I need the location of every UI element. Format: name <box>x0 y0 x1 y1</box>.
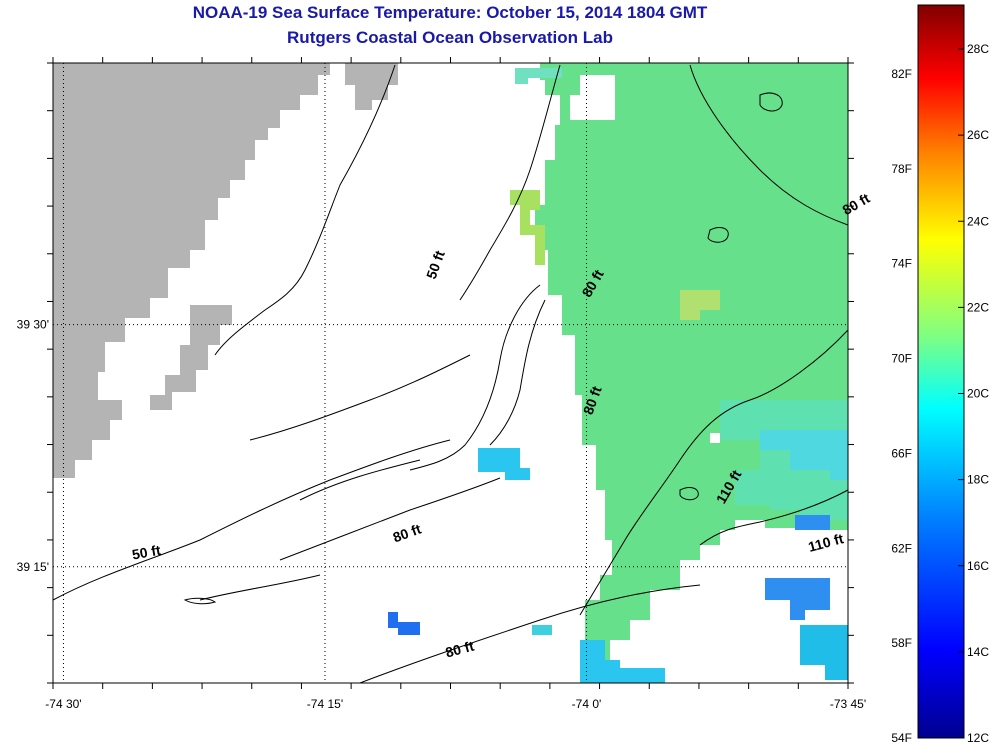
depth-contour-label: 80 ft <box>444 638 476 661</box>
contour-80ft-west <box>459 64 561 301</box>
colorbar-labels: 82F 78F 74F 70F 66F 62F 58F 54F 28C 26C 24C 22C 20C 1… <box>891 42 989 745</box>
contour-80ft-ridge-b <box>489 299 546 446</box>
colorbar-c-label: 24C <box>967 214 989 228</box>
colorbar-c-label: 12C <box>967 731 989 745</box>
land-cape <box>150 305 232 410</box>
contour-80ft-east <box>689 64 848 226</box>
sst-blue-patch-se2 <box>800 625 848 680</box>
contour-isobath-a <box>249 354 471 441</box>
plot-area <box>53 63 848 683</box>
colorbar-c-label: 18C <box>967 473 989 487</box>
sst-cyan-small <box>532 625 552 635</box>
colorbar-f-label: 62F <box>891 541 912 555</box>
sst-blue-patch-se <box>765 578 830 620</box>
lat-tick-label: 39 30' <box>17 318 49 332</box>
contour-ring-2 <box>679 487 699 501</box>
lon-tick-label: -74 30' <box>45 697 81 711</box>
sst-cyan-top <box>515 68 562 84</box>
contour-ring-1 <box>707 227 729 243</box>
bathymetry-contours <box>53 64 848 683</box>
colorbar-f-label: 78F <box>891 162 912 176</box>
colorbar-f-label: 58F <box>891 636 912 650</box>
contour-ring-4 <box>183 597 217 605</box>
depth-contour-label: 50 ft <box>131 542 162 563</box>
contour-ring-3 <box>759 92 783 112</box>
colorbar: 82F 78F 74F 70F 66F 62F 58F 54F 28C 26C 24C 22C 20C 1… <box>891 4 989 745</box>
sst-cloud-gap-se <box>720 530 848 578</box>
colorbar-c-label: 26C <box>967 128 989 142</box>
sst-cyan-patch-center <box>478 448 530 480</box>
tick-marks <box>47 57 854 689</box>
lat-tick-label: 39 15' <box>17 560 49 574</box>
contour-80ft-south <box>359 584 701 683</box>
axis-labels: -74 30' -74 15' -74 0' -73 45' 39 30' 39 15' <box>17 318 866 711</box>
sst-cloud-gap <box>570 75 615 120</box>
contour-110ft-south <box>699 489 848 546</box>
sst-main-region <box>535 63 848 665</box>
land-island <box>345 63 398 110</box>
colorbar-f-label: 74F <box>891 257 912 271</box>
sst-cloud-gap-small <box>710 433 720 443</box>
colorbar-gradient <box>917 4 965 739</box>
colorbar-f-label: 70F <box>891 352 912 366</box>
contour-isobath-c <box>199 574 321 601</box>
contour-80ft-ridge <box>409 284 541 471</box>
sst-warm-nearshore <box>510 190 545 265</box>
colorbar-f-label: 82F <box>891 67 912 81</box>
contour-80ft-sw <box>279 477 501 561</box>
colorbar-f-label: 54F <box>891 731 912 745</box>
lon-tick-label: -74 15' <box>307 697 343 711</box>
sst-cool-patch-east <box>760 430 848 480</box>
map-subtitle: Rutgers Coastal Ocean Observation Lab <box>287 28 613 47</box>
contour-110ft <box>579 329 848 616</box>
sst-blue-small-sw <box>388 612 420 635</box>
colorbar-c-label: 22C <box>967 300 989 314</box>
contour-isobath-b <box>299 459 421 501</box>
colorbar-c-label: 28C <box>967 42 989 56</box>
colorbar-f-label: 66F <box>891 446 912 460</box>
land-mass <box>53 63 330 478</box>
sst-field <box>388 63 848 683</box>
map-title: NOAA-19 Sea Surface Temperature: October… <box>192 3 708 22</box>
contour-50ft-south <box>53 439 451 601</box>
colorbar-c-label: 16C <box>967 559 989 573</box>
colorbar-c-label: 14C <box>967 645 989 659</box>
sst-cyan-patch-south <box>580 640 665 683</box>
sst-warm-center <box>680 290 720 320</box>
colorbar-c-label: 20C <box>967 387 989 401</box>
lon-tick-label: -74 0' <box>572 697 602 711</box>
contour-50ft-north <box>214 64 396 356</box>
grid-lines <box>53 63 848 683</box>
lon-tick-label: -73 45' <box>830 697 866 711</box>
